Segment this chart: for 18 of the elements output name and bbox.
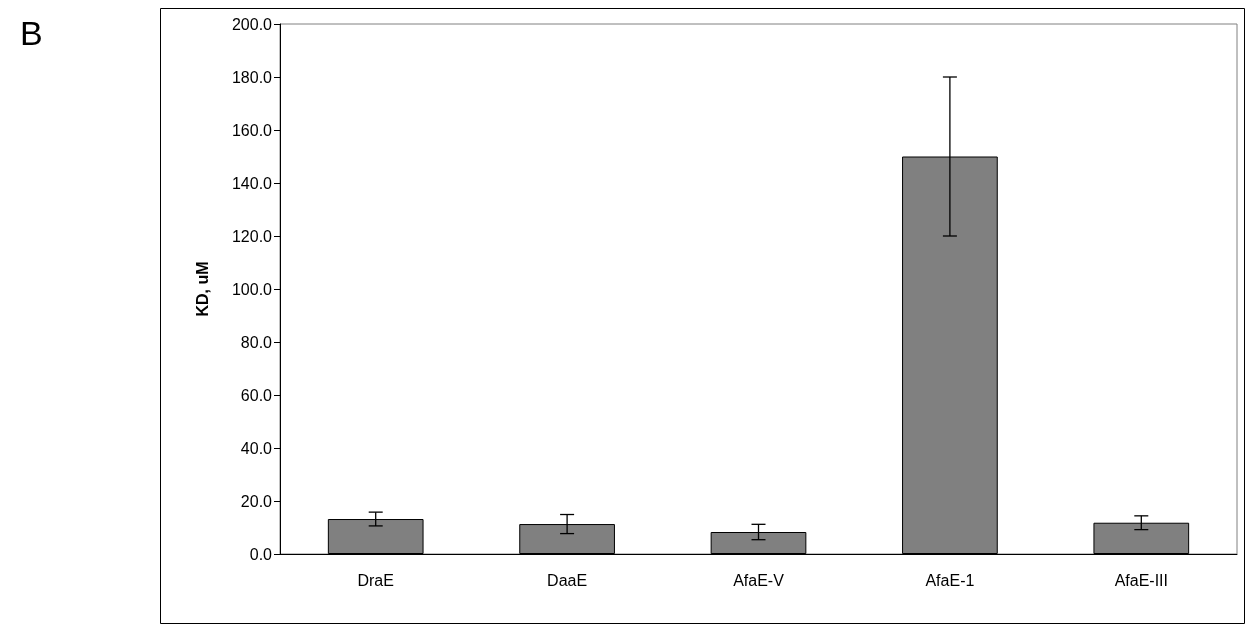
y-tick-label: 20.0	[240, 492, 273, 510]
x-tick-label: AfaE-III	[1114, 571, 1168, 589]
text: B	[20, 14, 43, 52]
x-tick-label: DraE	[357, 571, 394, 589]
y-tick-label: 140.0	[231, 174, 273, 192]
y-tick-label: 100.0	[231, 280, 273, 298]
y-tick-label: 0.0	[249, 545, 273, 563]
y-tick-label: 200.0	[231, 15, 273, 33]
y-axis-title: KD, uM	[193, 261, 211, 317]
x-tick-label: DaaE	[547, 571, 588, 589]
y-tick-label: 60.0	[240, 386, 273, 404]
y-tick-label: 120.0	[231, 227, 273, 245]
y-tick-label: 40.0	[240, 439, 273, 457]
y-tick-label: 80.0	[240, 333, 273, 351]
x-tick-label: AfaE-V	[733, 571, 785, 589]
y-tick-label: 180.0	[231, 68, 273, 86]
y-tick-label: 160.0	[231, 121, 273, 139]
x-tick-label: AfaE-1	[925, 571, 975, 589]
